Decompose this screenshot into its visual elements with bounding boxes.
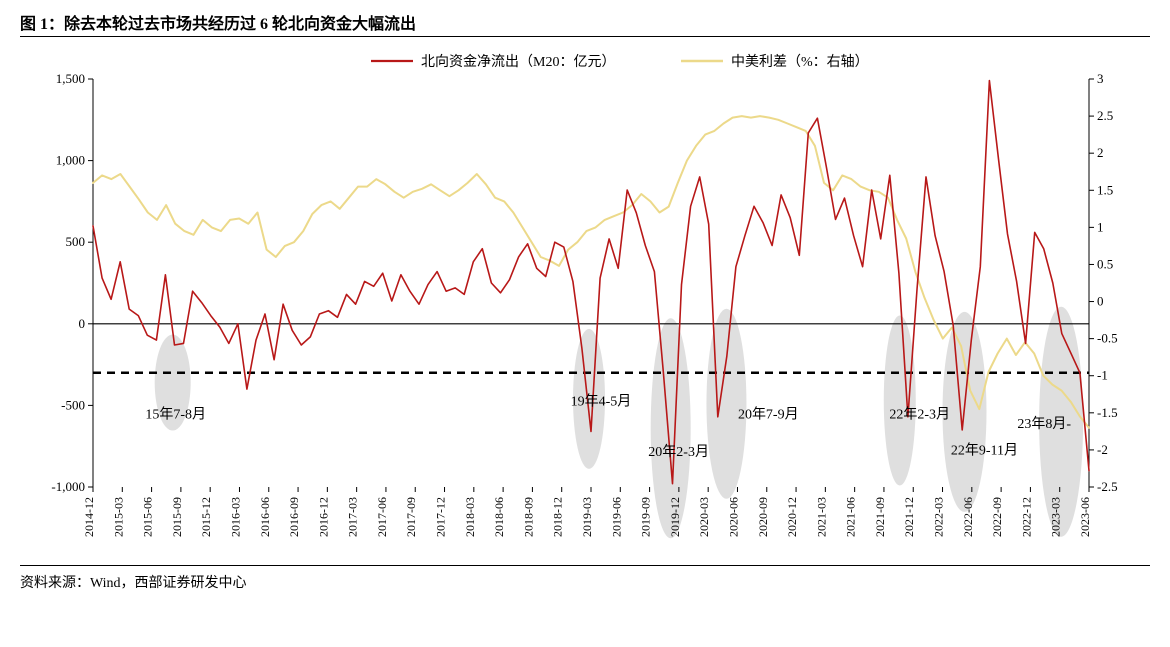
- y2-tick-label: -2: [1097, 442, 1108, 457]
- annotation-label: 20年7-9月: [738, 406, 799, 422]
- y2-tick-label: 2: [1097, 145, 1104, 160]
- annotation-label: 23年8月-: [1017, 416, 1071, 432]
- x-tick-label: 2021-09: [873, 497, 887, 537]
- figure-caption: 图 1：除去本轮过去市场共经历过 6 轮北向资金大幅流出: [20, 10, 1150, 34]
- x-tick-label: 2020-09: [756, 497, 770, 537]
- chart-container: -1,000 -500 0 500 1,000 1,500 -2.5 -2 -1.5 -1 -0.5…: [25, 43, 1145, 563]
- highlight-ellipse: [706, 309, 746, 499]
- annotation-label: 19年4-5月: [571, 393, 632, 409]
- y2-tick-label: -1: [1097, 368, 1108, 383]
- x-tick-label: 2017-06: [375, 497, 389, 537]
- caption-rule: [20, 36, 1150, 37]
- y2-tick-label: 1: [1097, 219, 1104, 234]
- x-tick-label: 2017-09: [404, 497, 418, 537]
- y2-tick-label: -2.5: [1097, 479, 1118, 494]
- y2-tick-label: -1.5: [1097, 405, 1118, 420]
- legend-label-2: 中美利差（%：右轴）: [731, 54, 869, 70]
- x-tick-label: 2023-03: [1049, 497, 1063, 537]
- annotation-label: 20年2-3月: [648, 444, 709, 460]
- x-tick-label: 2016-06: [258, 497, 272, 537]
- x-tick-label: 2015-03: [111, 497, 125, 537]
- x-tick-label: 2021-12: [902, 497, 916, 537]
- y1-tick-label: 1,000: [56, 153, 85, 168]
- x-tick-label: 2022-06: [961, 497, 975, 537]
- x-tick-label: 2016-03: [228, 497, 242, 537]
- x-tick-label: 2019-12: [668, 497, 682, 537]
- x-tick-label: 2015-12: [199, 497, 213, 537]
- source-rule: [20, 565, 1150, 566]
- x-tick-label: 2018-06: [492, 497, 506, 537]
- x-tick-label: 2022-12: [1019, 497, 1033, 537]
- source-line: 资料来源：Wind，西部证券研发中心: [20, 572, 1150, 592]
- x-tick-label: 2019-03: [580, 497, 594, 537]
- legend-label-1: 北向资金净流出（M20：亿元）: [421, 54, 615, 70]
- x-tick-label: 2014-12: [82, 497, 96, 537]
- y2-tick-label: 2.5: [1097, 108, 1113, 123]
- x-tick-label: 2018-03: [463, 497, 477, 537]
- x-tick-label: 2017-12: [434, 497, 448, 537]
- y1-tick-label: -500: [61, 397, 85, 412]
- x-tick-label: 2015-09: [170, 497, 184, 537]
- annotation-label: 22年9-11月: [951, 442, 1018, 458]
- y2-tick-label: 1.5: [1097, 182, 1113, 197]
- y2-tick-label: -0.5: [1097, 331, 1118, 346]
- x-tick-label: 2023-06: [1078, 497, 1092, 537]
- x-tick-label: 2021-03: [814, 497, 828, 537]
- x-tick-label: 2017-03: [346, 497, 360, 537]
- annotation-label: 22年2-3月: [889, 406, 950, 422]
- chart-svg: -1,000 -500 0 500 1,000 1,500 -2.5 -2 -1.5 -1 -0.5…: [25, 43, 1145, 563]
- x-tick-label: 2020-06: [726, 497, 740, 537]
- x-tick-label: 2020-03: [697, 497, 711, 537]
- x-tick-label: 2022-09: [990, 497, 1004, 537]
- x-tick-label: 2016-09: [287, 497, 301, 537]
- x-tick-label: 2016-12: [316, 497, 330, 537]
- y1-tick-label: -1,000: [51, 479, 85, 494]
- y2-tick-label: 0.5: [1097, 256, 1113, 271]
- y2-tick-label: 3: [1097, 71, 1104, 86]
- y1-tick-label: 1,500: [56, 71, 85, 86]
- x-tick-label: 2019-06: [609, 497, 623, 537]
- y1-tick-label: 500: [66, 234, 86, 249]
- x-tick-label: 2015-06: [141, 497, 155, 537]
- y1-tick-label: 0: [79, 316, 86, 331]
- x-tick-label: 2018-12: [551, 497, 565, 537]
- highlight-ellipse: [884, 316, 916, 486]
- page: 图 1：除去本轮过去市场共经历过 6 轮北向资金大幅流出 -1,000 -500 0…: [0, 0, 1170, 647]
- x-tick-label: 2018-09: [521, 497, 535, 537]
- y2-tick-label: 0: [1097, 294, 1104, 309]
- x-tick-label: 2019-09: [639, 497, 653, 537]
- annotation-label: 15年7-8月: [145, 406, 206, 422]
- series1-line: [93, 81, 1089, 484]
- x-tick-label: 2021-06: [844, 497, 858, 537]
- x-tick-label: 2022-03: [932, 497, 946, 537]
- x-tick-label: 2020-12: [785, 497, 799, 537]
